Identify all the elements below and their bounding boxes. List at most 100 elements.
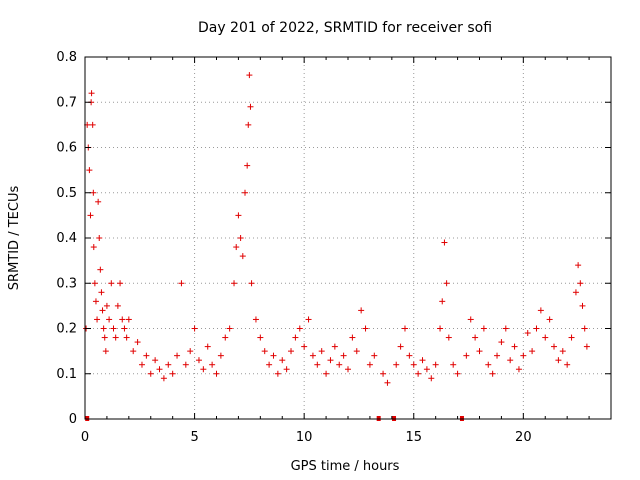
data-point bbox=[182, 361, 189, 368]
data-point bbox=[245, 121, 252, 128]
data-point bbox=[340, 352, 347, 359]
data-point bbox=[195, 357, 202, 364]
plot-frame bbox=[84, 56, 612, 420]
data-point bbox=[437, 325, 444, 332]
data-point bbox=[217, 352, 224, 359]
data-point bbox=[529, 348, 536, 355]
data-point bbox=[270, 352, 277, 359]
data-point bbox=[160, 375, 167, 382]
x-tick-label: 0 bbox=[81, 430, 89, 445]
data-point bbox=[191, 325, 198, 332]
data-point bbox=[226, 325, 233, 332]
data-point bbox=[480, 325, 487, 332]
data-point bbox=[165, 361, 172, 368]
data-point bbox=[288, 348, 295, 355]
data-point bbox=[222, 334, 229, 341]
data-point bbox=[401, 325, 408, 332]
data-point bbox=[454, 370, 461, 377]
data-point bbox=[89, 121, 96, 128]
data-point bbox=[467, 316, 474, 323]
data-point bbox=[419, 357, 426, 364]
data-point bbox=[555, 357, 562, 364]
data-point bbox=[439, 298, 446, 305]
data-point bbox=[283, 366, 290, 373]
data-points bbox=[83, 72, 590, 386]
data-point bbox=[98, 289, 105, 296]
data-point bbox=[551, 343, 558, 350]
data-point bbox=[204, 343, 211, 350]
data-point bbox=[274, 370, 281, 377]
chart-title: Day 201 of 2022, SRMTID for receiver sof… bbox=[198, 20, 492, 36]
data-point bbox=[130, 348, 137, 355]
data-point bbox=[252, 316, 259, 323]
y-tick-label: 0.6 bbox=[56, 141, 77, 156]
data-point bbox=[235, 212, 242, 219]
data-point bbox=[577, 280, 584, 287]
data-point bbox=[472, 334, 479, 341]
data-point bbox=[358, 307, 365, 314]
data-point bbox=[507, 357, 514, 364]
data-point bbox=[119, 316, 126, 323]
data-point bbox=[349, 334, 356, 341]
data-point bbox=[91, 280, 98, 287]
data-point bbox=[428, 375, 435, 382]
data-point bbox=[92, 298, 99, 305]
data-point bbox=[114, 302, 121, 309]
data-point bbox=[187, 348, 194, 355]
data-point bbox=[397, 343, 404, 350]
data-point bbox=[327, 357, 334, 364]
data-point bbox=[572, 289, 579, 296]
data-point bbox=[318, 348, 325, 355]
data-point bbox=[450, 361, 457, 368]
y-tick-label: 0.7 bbox=[56, 95, 77, 110]
data-point bbox=[489, 370, 496, 377]
data-point bbox=[301, 343, 308, 350]
y-tick-label: 0.5 bbox=[56, 186, 77, 201]
data-point bbox=[564, 361, 571, 368]
data-point bbox=[97, 266, 104, 273]
data-point bbox=[138, 361, 145, 368]
data-point bbox=[323, 370, 330, 377]
data-point bbox=[94, 316, 101, 323]
data-point bbox=[511, 343, 518, 350]
data-point bbox=[90, 244, 97, 251]
data-point bbox=[296, 325, 303, 332]
data-point bbox=[542, 334, 549, 341]
data-point bbox=[209, 361, 216, 368]
data-point bbox=[156, 366, 163, 373]
data-point bbox=[239, 253, 246, 260]
y-tick-label: 0.4 bbox=[56, 231, 77, 246]
data-point bbox=[502, 325, 509, 332]
data-point bbox=[100, 325, 107, 332]
y-tick-label: 0.8 bbox=[56, 50, 77, 65]
data-point bbox=[546, 316, 553, 323]
data-point bbox=[123, 334, 130, 341]
data-point bbox=[353, 348, 360, 355]
data-point bbox=[200, 366, 207, 373]
data-point bbox=[524, 330, 531, 337]
data-point bbox=[96, 235, 103, 241]
data-point bbox=[314, 361, 321, 368]
data-point bbox=[331, 343, 338, 350]
data-point bbox=[520, 352, 527, 359]
data-point bbox=[101, 334, 108, 341]
data-point bbox=[515, 366, 522, 373]
data-point bbox=[178, 280, 185, 287]
data-point bbox=[143, 352, 150, 359]
data-point bbox=[231, 280, 238, 287]
data-point bbox=[371, 352, 378, 359]
data-point bbox=[575, 262, 582, 269]
data-point bbox=[533, 325, 540, 332]
y-tick-label: 0 bbox=[69, 412, 77, 427]
data-point bbox=[441, 239, 448, 246]
data-point bbox=[233, 244, 240, 251]
data-point bbox=[485, 361, 492, 368]
data-point bbox=[581, 325, 588, 332]
data-point bbox=[583, 343, 590, 350]
data-point bbox=[423, 366, 430, 373]
y-tick-label: 0.3 bbox=[56, 276, 77, 291]
data-point bbox=[279, 357, 286, 364]
x-tick-label: 5 bbox=[190, 430, 198, 445]
data-point bbox=[345, 366, 351, 373]
